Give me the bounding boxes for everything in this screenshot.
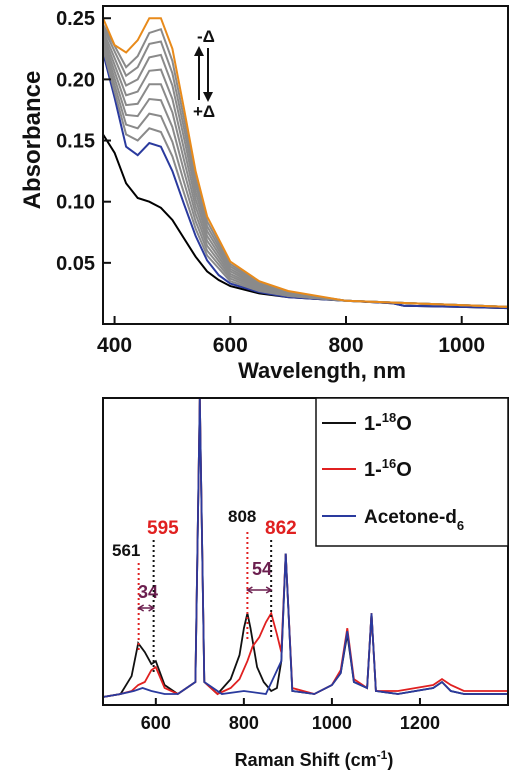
legend-label-16o: 1-16O xyxy=(364,456,412,481)
uv-vis-x-tick-label: 1000 xyxy=(438,334,485,357)
raman-x-axis-label: Raman Shift (cm-1) xyxy=(235,748,394,770)
uv-vis-x-tick-label: 600 xyxy=(213,334,248,357)
raman-x-tick-label: 800 xyxy=(229,713,259,733)
peak-label-808: 808 xyxy=(228,507,256,526)
uv-vis-series-line-3 xyxy=(102,44,509,308)
legend-label-acetone: Acetone-d6 xyxy=(364,507,464,533)
uv-vis-series-line-7 xyxy=(102,30,509,308)
uv-vis-series-line-5 xyxy=(102,37,509,308)
raman-panel: 600 800 1000 1200 1-18O 1-16O Acetone-d6 56… xyxy=(102,397,509,770)
uv-vis-x-tick-label: 400 xyxy=(97,334,132,357)
peak-shift-54: 54 xyxy=(252,559,272,579)
down-arrow-icon xyxy=(203,48,213,102)
uv-vis-y-ticks: 0.05 0.10 0.15 0.20 0.25 xyxy=(56,8,111,275)
uv-vis-series-line-4 xyxy=(102,41,509,308)
plus-delta-annotation: +Δ xyxy=(193,102,215,121)
up-arrow-icon xyxy=(194,46,204,100)
uv-vis-y-tick-label: 0.10 xyxy=(56,192,95,214)
shift-bracket-54-right-arrow-icon xyxy=(265,586,273,594)
legend-label-18o: 1-18O xyxy=(364,410,412,435)
peak-label-561: 561 xyxy=(112,541,140,560)
peak-markers xyxy=(137,532,273,672)
shift-bracket-34-right-arrow-icon xyxy=(148,604,156,612)
shift-bracket-54-left-arrow-icon xyxy=(245,586,253,594)
raman-x-tick-label: 1000 xyxy=(312,713,352,733)
uv-vis-plot-frame xyxy=(102,5,509,325)
uv-vis-series-line-0 xyxy=(102,133,509,310)
uv-vis-series-line-8 xyxy=(102,26,509,308)
uv-vis-x-tick-label: 800 xyxy=(328,334,363,357)
uv-vis-y-tick-label: 0.15 xyxy=(56,131,95,153)
raman-plot-frame xyxy=(102,397,509,706)
uv-vis-series-group xyxy=(102,17,509,310)
uv-vis-series-line-2 xyxy=(102,48,509,308)
raman-x-tick-label: 1200 xyxy=(400,713,440,733)
raman-series-group xyxy=(102,397,508,698)
uv-vis-series-line-6 xyxy=(102,33,509,308)
uv-vis-x-axis-label: Wavelength, nm xyxy=(238,358,406,383)
uv-vis-y-tick-label: 0.20 xyxy=(56,69,95,91)
minus-delta-annotation: -Δ xyxy=(197,27,215,46)
uv-vis-y-axis-label: Absorbance xyxy=(19,71,46,210)
uv-vis-x-ticks: 400 600 800 1000 xyxy=(97,316,485,357)
uv-vis-y-tick-label: 0.05 xyxy=(56,253,95,275)
peak-shift-34: 34 xyxy=(138,582,158,602)
uv-vis-series-line-10 xyxy=(102,17,509,308)
uv-vis-y-tick-label: 0.25 xyxy=(56,8,95,30)
uv-vis-panel: 400 600 800 1000 0.05 0.10 0.15 0.20 0.25 Absor… xyxy=(19,5,509,383)
raman-series-line-2 xyxy=(102,397,508,698)
shift-bracket-34-left-arrow-icon xyxy=(137,604,145,612)
uv-vis-series-line-9 xyxy=(102,23,509,308)
raman-x-ticks: 600 800 1000 1200 xyxy=(141,698,440,733)
peak-label-595: 595 xyxy=(147,518,179,539)
raman-x-tick-label: 600 xyxy=(141,713,171,733)
raman-legend: 1-18O 1-16O Acetone-d6 xyxy=(315,397,509,547)
peak-label-862: 862 xyxy=(265,518,297,539)
